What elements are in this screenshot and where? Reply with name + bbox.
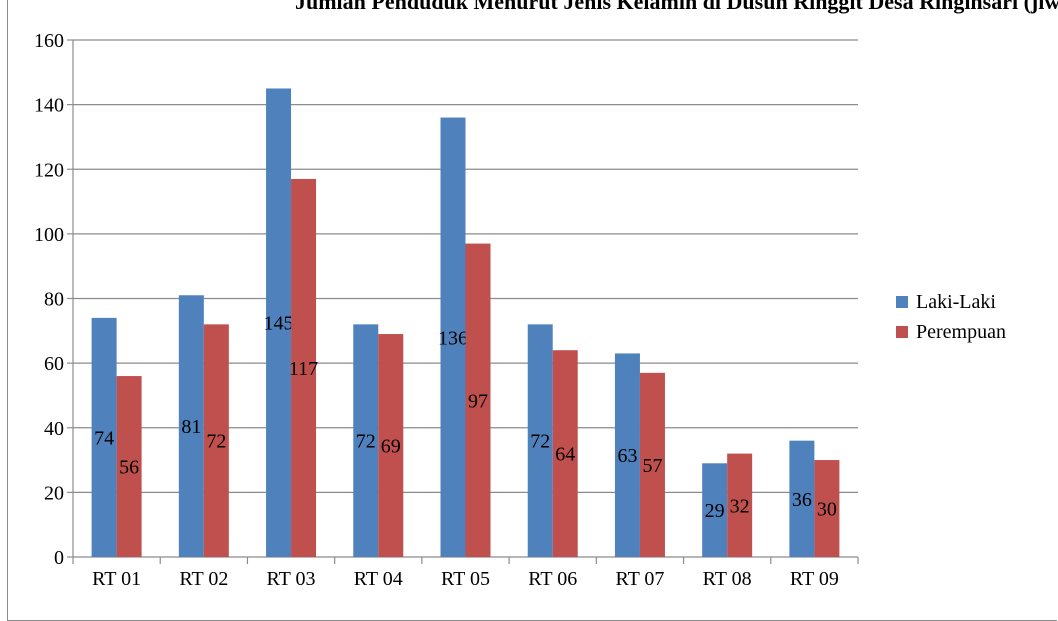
x-tick-label-rt-07: RT 07 [615, 568, 664, 590]
y-tick-label-140: 140 [34, 95, 64, 117]
bar-perempuan-7 [639, 372, 665, 557]
x-tick-label-rt-01: RT 01 [92, 568, 141, 590]
x-tick-label-rt-02: RT 02 [179, 568, 228, 590]
data-label-laki-laki-1: 74 [94, 427, 114, 449]
data-label-perempuan-3: 117 [289, 358, 318, 380]
bar-perempuan-4 [378, 334, 404, 557]
legend-label-laki-laki: Laki-Laki [916, 290, 996, 313]
bar-perempuan-1 [116, 376, 142, 557]
data-label-perempuan-6: 64 [555, 444, 575, 466]
bar-perempuan-8 [727, 453, 753, 557]
bar-laki-laki-1 [91, 317, 117, 557]
bar-perempuan-3 [291, 178, 317, 557]
x-tick-label-rt-06: RT 06 [528, 568, 577, 590]
y-tick-label-40: 40 [44, 418, 64, 440]
bar-laki-laki-2 [178, 295, 204, 557]
y-tick-label-20: 20 [44, 482, 64, 504]
bar-laki-laki-3 [266, 88, 292, 557]
bar-laki-laki-9 [789, 440, 815, 557]
data-label-laki-laki-8: 29 [705, 500, 725, 522]
bar-perempuan-6 [552, 350, 578, 557]
x-tick-label-rt-03: RT 03 [267, 568, 316, 590]
bar-perempuan-5 [465, 243, 491, 557]
legend-item-perempuan: Perempuan [896, 317, 1006, 347]
data-label-perempuan-7: 57 [642, 455, 662, 477]
legend-item-laki-laki: Laki-Laki [896, 287, 1006, 317]
bar-laki-laki-5 [440, 117, 466, 558]
legend-label-perempuan: Perempuan [916, 320, 1006, 343]
bar-laki-laki-8 [702, 463, 728, 557]
y-tick-label-100: 100 [34, 224, 64, 246]
data-label-laki-laki-9: 36 [792, 489, 812, 511]
data-label-perempuan-5: 97 [468, 390, 488, 412]
data-label-perempuan-2: 72 [206, 431, 226, 453]
data-label-perempuan-4: 69 [381, 436, 401, 458]
bar-perempuan-2 [203, 324, 229, 557]
data-label-perempuan-9: 30 [817, 499, 837, 521]
data-label-laki-laki-5: 136 [438, 327, 468, 349]
y-tick-label-160: 160 [34, 30, 64, 52]
x-tick-label-rt-09: RT 09 [790, 568, 839, 590]
x-tick-label-rt-08: RT 08 [703, 568, 752, 590]
bar-laki-laki-6 [527, 324, 553, 557]
bar-laki-laki-7 [614, 353, 640, 557]
legend-swatch-laki-laki [896, 296, 908, 308]
data-label-laki-laki-4: 72 [356, 431, 376, 453]
legend-swatch-perempuan [896, 326, 908, 338]
data-label-laki-laki-6: 72 [530, 431, 550, 453]
bar-perempuan-9 [814, 460, 840, 557]
legend: Laki-Laki Perempuan [896, 287, 1006, 347]
x-tick-label-rt-04: RT 04 [354, 568, 403, 590]
data-label-laki-laki-2: 81 [181, 416, 201, 438]
data-label-laki-laki-3: 145 [264, 313, 294, 335]
y-tick-label-60: 60 [44, 353, 64, 375]
data-label-perempuan-8: 32 [730, 495, 750, 517]
y-tick-label-0: 0 [54, 547, 64, 569]
y-tick-label-80: 80 [44, 289, 64, 311]
bar-laki-laki-4 [353, 324, 379, 557]
data-label-laki-laki-7: 63 [617, 445, 637, 467]
data-label-perempuan-1: 56 [119, 457, 139, 479]
x-tick-label-rt-05: RT 05 [441, 568, 490, 590]
y-tick-label-120: 120 [34, 159, 64, 181]
